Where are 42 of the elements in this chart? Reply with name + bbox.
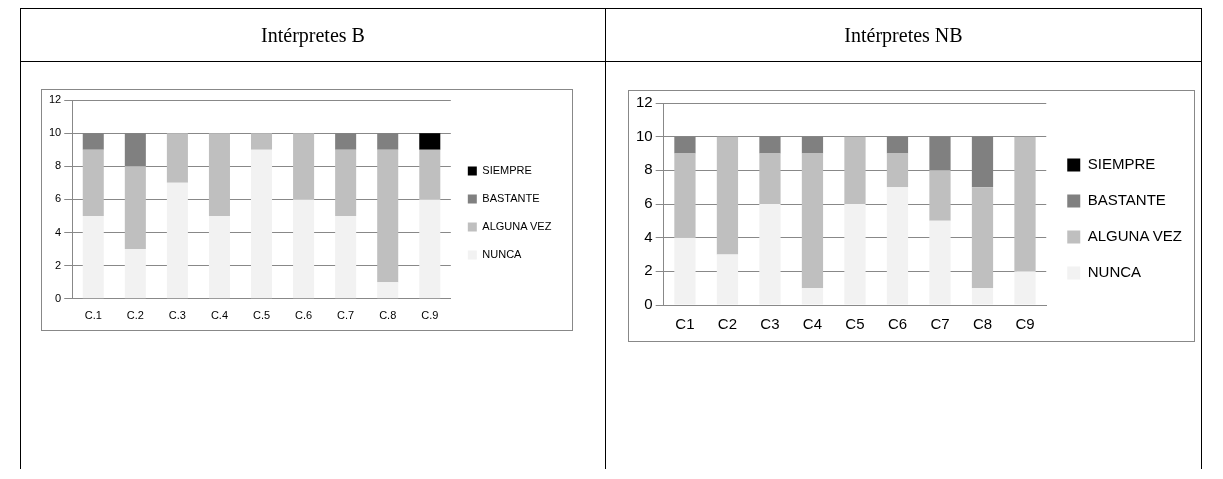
- y-tick-label: 12: [636, 93, 653, 111]
- x-tick-label: C.4: [210, 309, 229, 322]
- y-tick-label: 10: [636, 126, 653, 144]
- x-tick-label: C4: [802, 315, 823, 333]
- legend-label: BASTANTE: [1087, 191, 1166, 209]
- x-tick-label: C.2: [126, 309, 144, 322]
- x-tick-label: C3: [760, 315, 780, 333]
- x-tick-label: C1: [675, 315, 695, 333]
- x-tick-label: C.5: [252, 309, 271, 322]
- legend-label: SIEMPRE: [482, 164, 532, 177]
- x-tick-label: C2: [717, 315, 738, 333]
- x-tick-label: C9: [1015, 315, 1035, 333]
- y-tick-label: 12: [48, 93, 62, 106]
- x-tick-label: C5: [845, 315, 865, 333]
- legend-label: ALGUNA VEZ: [1087, 227, 1182, 245]
- y-tick-label: 10: [48, 126, 62, 139]
- y-tick-label: 2: [55, 258, 62, 271]
- y-tick-label: 8: [644, 160, 653, 178]
- y-tick-label: 8: [55, 159, 62, 172]
- legend-label: NUNCA: [1087, 263, 1142, 281]
- legend-label: ALGUNA VEZ: [482, 220, 552, 233]
- y-tick-label: 4: [55, 225, 62, 238]
- x-tick-label: C.1: [84, 309, 102, 322]
- x-tick-label: C8: [972, 315, 993, 333]
- x-tick-label: C.7: [337, 309, 355, 322]
- chart-title: Intérpretes NB: [606, 9, 1201, 62]
- x-tick-label: C7: [930, 315, 950, 333]
- y-tick-label: 6: [55, 192, 62, 205]
- y-tick-label: 0: [644, 295, 653, 313]
- y-tick-label: 0: [55, 291, 62, 304]
- y-tick-label: 2: [644, 261, 653, 279]
- y-tick-label: 6: [644, 194, 653, 212]
- legend-label: NUNCA: [482, 248, 523, 261]
- chart-title: Intérpretes B: [21, 9, 605, 62]
- x-tick-label: C.8: [379, 309, 397, 322]
- x-tick-label: C.9: [421, 309, 439, 322]
- legend-label: SIEMPRE: [1087, 155, 1156, 173]
- x-tick-label: C6: [887, 315, 908, 333]
- x-tick-label: C.6: [295, 309, 313, 322]
- x-tick-label: C.3: [168, 309, 186, 322]
- legend-label: BASTANTE: [482, 192, 540, 205]
- y-tick-label: 4: [644, 227, 653, 245]
